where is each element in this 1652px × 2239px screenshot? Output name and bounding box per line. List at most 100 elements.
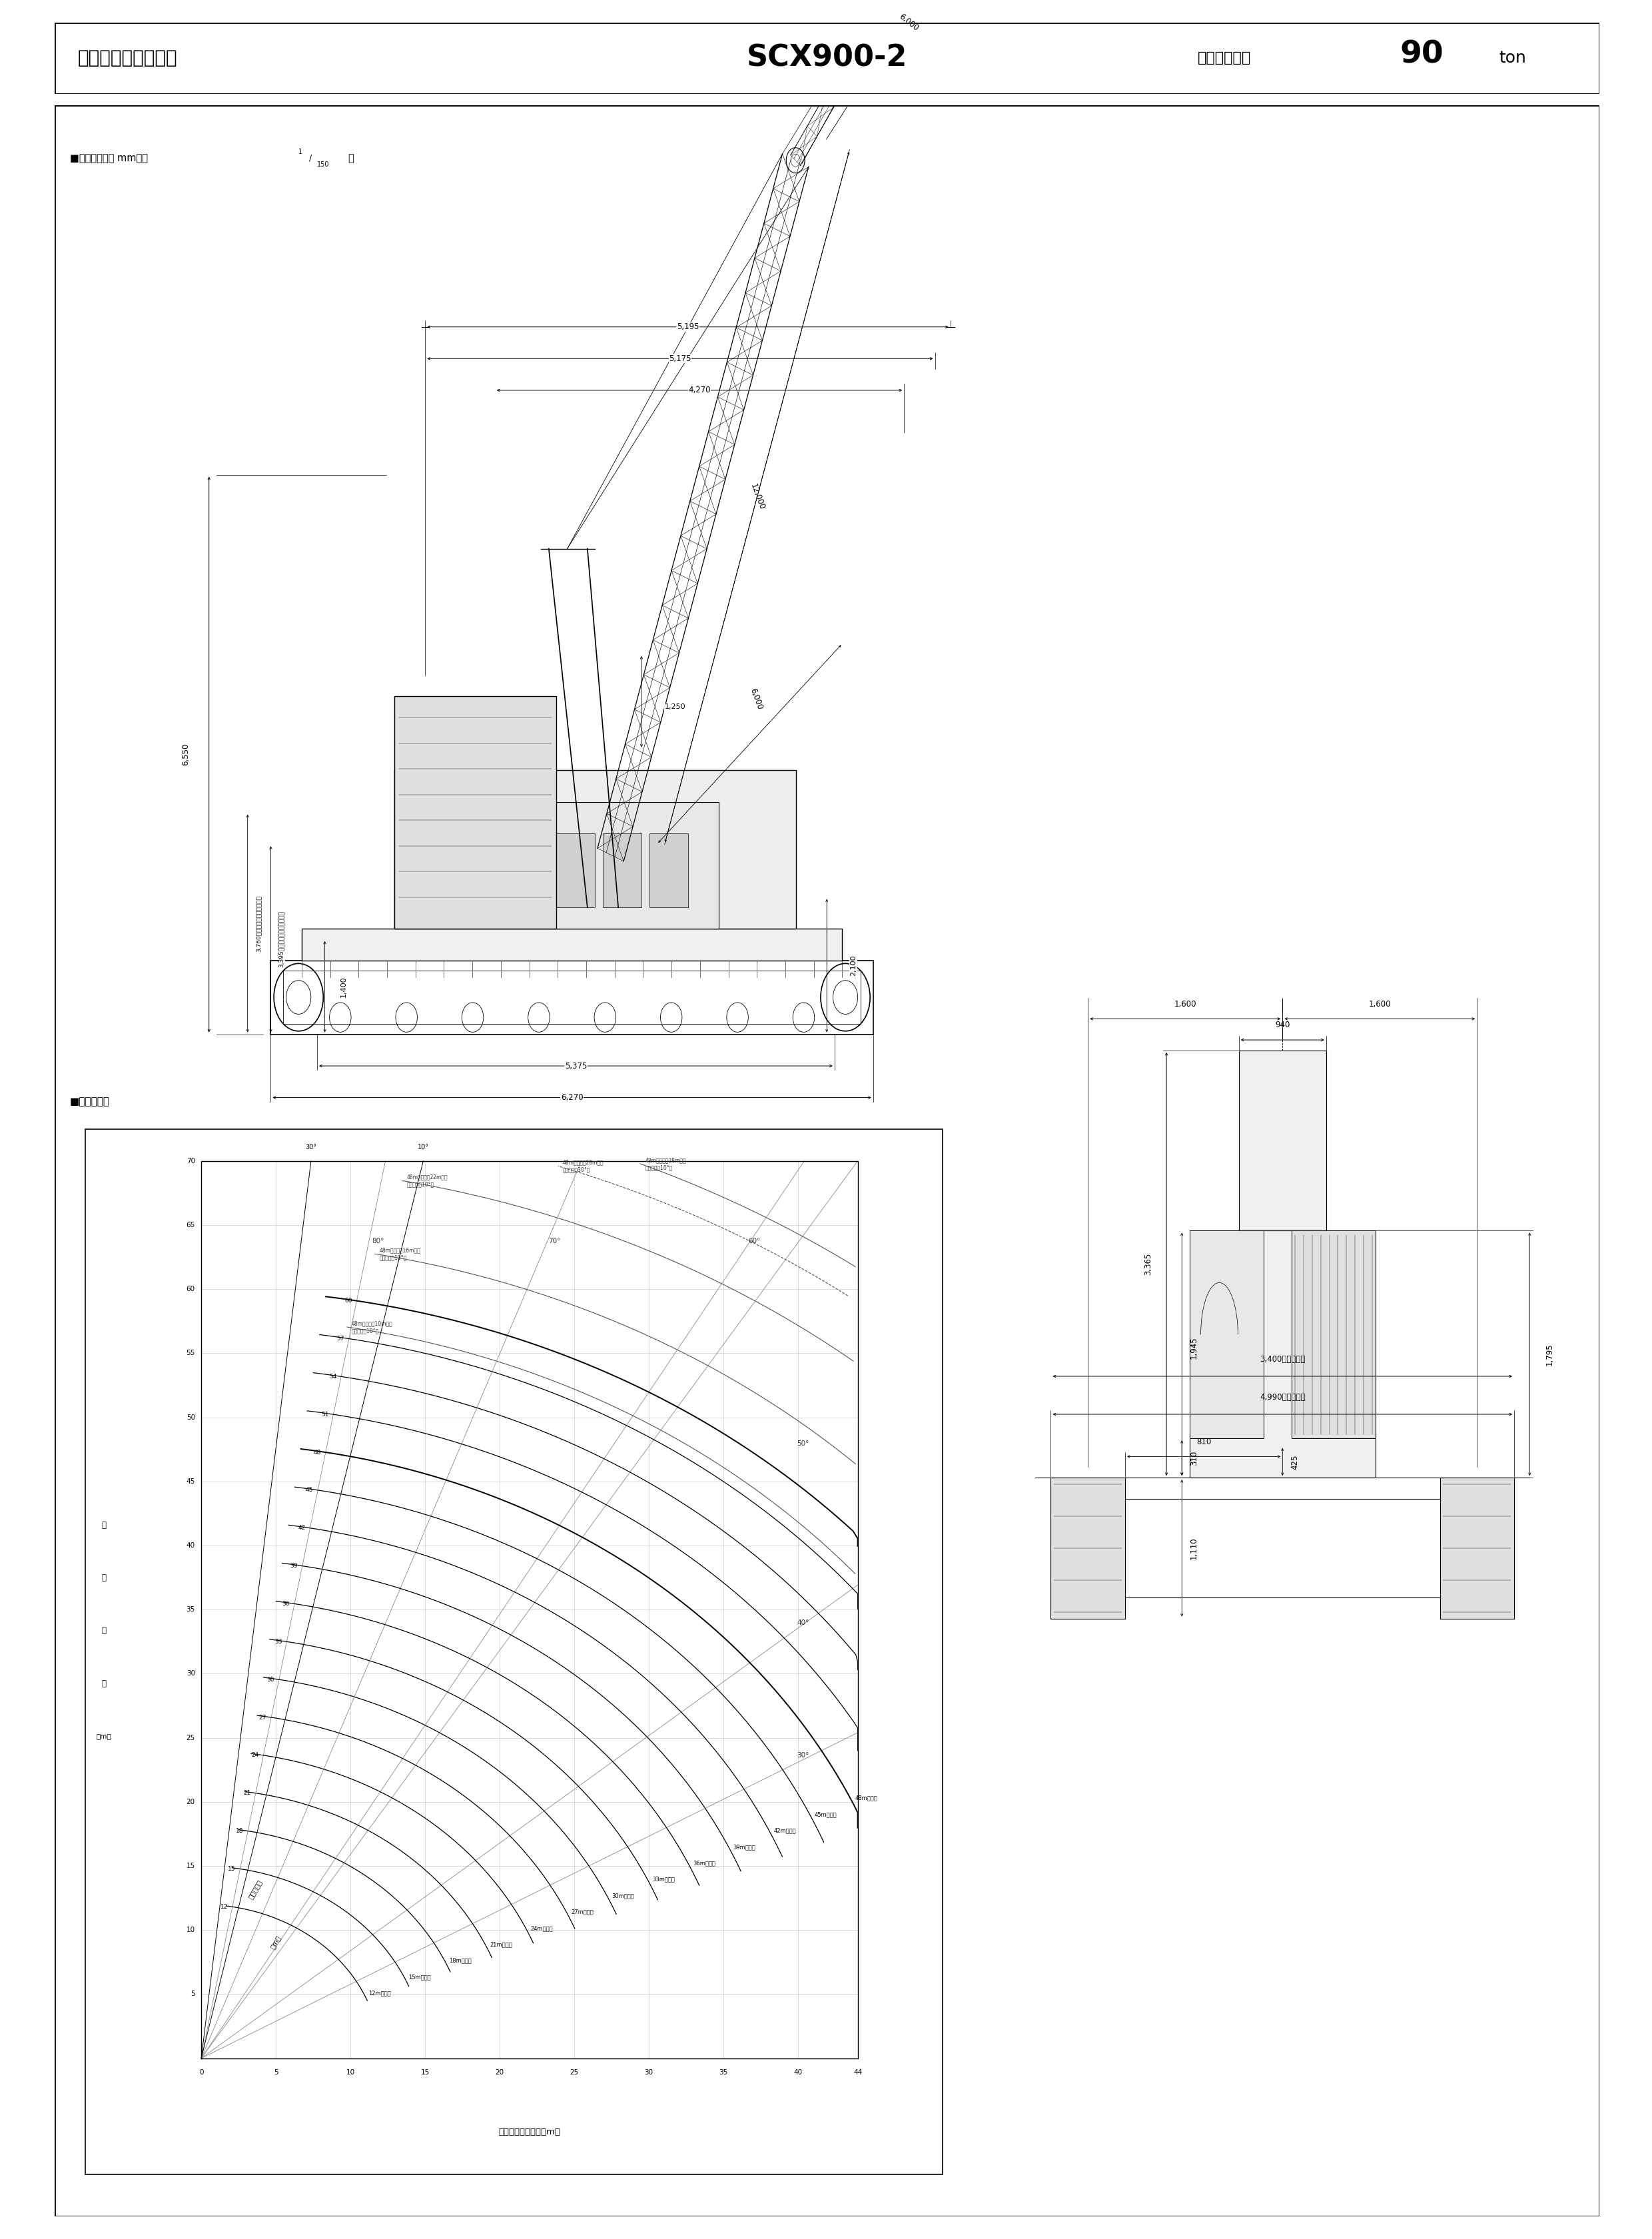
Bar <box>282 972 861 1023</box>
Text: 21: 21 <box>243 1791 251 1796</box>
Text: 1,110: 1,110 <box>1189 1536 1198 1558</box>
Text: 90: 90 <box>1399 40 1444 69</box>
Text: 10: 10 <box>187 1928 195 1934</box>
Text: 40: 40 <box>793 2069 803 2076</box>
Text: ■全体図（単位 mm）（: ■全体図（単位 mm）（ <box>69 152 149 163</box>
Text: 35: 35 <box>719 2069 729 2076</box>
Text: 1,945: 1,945 <box>1189 1337 1198 1359</box>
Text: 45: 45 <box>187 1478 195 1484</box>
Text: 30°: 30° <box>306 1144 317 1151</box>
Text: 1,600: 1,600 <box>1175 999 1196 1008</box>
Text: 25: 25 <box>570 2069 578 2076</box>
Text: 3,400（引込時）: 3,400（引込時） <box>1260 1355 1305 1364</box>
Text: 15: 15 <box>421 2069 430 2076</box>
Text: 55: 55 <box>187 1350 195 1357</box>
Text: 36mブーム: 36mブーム <box>692 1861 715 1867</box>
Text: 27mブーム: 27mブーム <box>572 1910 593 1914</box>
Bar <box>302 929 843 961</box>
Text: 1,795: 1,795 <box>1545 1343 1555 1366</box>
Text: 50: 50 <box>187 1415 195 1420</box>
Bar <box>86 1128 943 2174</box>
Text: 6,550: 6,550 <box>182 743 190 766</box>
Text: ブーム長さ: ブーム長さ <box>248 1879 263 1901</box>
Text: 作　業　半　径　（m）: 作 業 半 径 （m） <box>499 2127 560 2136</box>
Text: 50°: 50° <box>796 1440 809 1446</box>
Text: 39mブーム: 39mブーム <box>733 1845 755 1849</box>
Text: 30: 30 <box>187 1670 195 1677</box>
Bar <box>548 802 719 929</box>
Text: 6,000: 6,000 <box>897 13 920 34</box>
Text: 60: 60 <box>344 1299 352 1303</box>
Text: 24: 24 <box>251 1753 259 1758</box>
Text: 30°: 30° <box>796 1753 809 1760</box>
Text: 5: 5 <box>274 2069 278 2076</box>
Text: 40°: 40° <box>796 1619 809 1626</box>
Text: 425: 425 <box>1290 1455 1298 1469</box>
Text: 2,100: 2,100 <box>851 956 857 976</box>
Text: 54: 54 <box>329 1373 337 1379</box>
Bar <box>271 961 874 1034</box>
Text: 80°: 80° <box>372 1238 383 1245</box>
Text: 1: 1 <box>299 148 302 154</box>
Text: 最大吊上能力: 最大吊上能力 <box>1198 51 1251 65</box>
Text: 4,990（張出時）: 4,990（張出時） <box>1259 1393 1305 1402</box>
Text: 18mブーム: 18mブーム <box>449 1957 472 1964</box>
Text: 42: 42 <box>297 1525 306 1531</box>
Text: 1,250: 1,250 <box>664 703 686 710</box>
Text: （m）: （m） <box>269 1934 282 1950</box>
Text: 48mブーム＋16mジブ
（オフセッ10°）: 48mブーム＋16mジブ （オフセッ10°） <box>380 1247 421 1261</box>
Text: クローラークレーン: クローラークレーン <box>78 49 177 67</box>
Text: 150: 150 <box>317 161 329 168</box>
Text: 20: 20 <box>496 2069 504 2076</box>
Text: 上: 上 <box>102 1574 106 1583</box>
Text: 60°: 60° <box>748 1238 762 1245</box>
Text: 310: 310 <box>1189 1451 1198 1464</box>
Text: 940: 940 <box>1275 1021 1290 1030</box>
Bar <box>603 833 641 907</box>
Text: 33mブーム: 33mブーム <box>653 1876 674 1883</box>
Text: 15: 15 <box>228 1865 236 1872</box>
Text: 48mブーム＋28mジブ
（オフセッ10°）: 48mブーム＋28mジブ （オフセッ10°） <box>644 1158 686 1171</box>
Text: 5: 5 <box>190 1990 195 1997</box>
Text: 33: 33 <box>274 1639 282 1646</box>
Text: （m）: （m） <box>96 1733 111 1740</box>
Text: さ: さ <box>102 1679 106 1688</box>
Text: 5,175: 5,175 <box>669 354 691 363</box>
Text: 15: 15 <box>187 1863 195 1870</box>
Text: 36: 36 <box>282 1601 289 1608</box>
Text: 51: 51 <box>320 1411 329 1417</box>
Text: ton: ton <box>1498 49 1526 67</box>
Text: 0: 0 <box>200 2069 203 2076</box>
Text: 44: 44 <box>854 2069 862 2076</box>
Text: /: / <box>309 154 312 163</box>
Text: 48mブーム: 48mブーム <box>856 1796 877 1800</box>
Text: 27: 27 <box>259 1715 266 1720</box>
Text: 5,375: 5,375 <box>565 1061 586 1070</box>
Text: ■作業範囲図: ■作業範囲図 <box>69 1097 111 1106</box>
Text: 5,195: 5,195 <box>677 322 699 331</box>
Text: 6,270: 6,270 <box>560 1093 583 1102</box>
Bar <box>649 833 687 907</box>
Bar <box>557 833 595 907</box>
Text: 6,000: 6,000 <box>748 687 763 710</box>
Text: 12,000: 12,000 <box>748 484 767 510</box>
Text: 3,760（カウンタウェイト付）: 3,760（カウンタウェイト付） <box>256 896 261 952</box>
Text: 12mブーム: 12mブーム <box>368 1990 390 1997</box>
Text: 3,395（カウンタウェイト無）: 3,395（カウンタウェイト無） <box>279 911 284 967</box>
Text: 45mブーム: 45mブーム <box>814 1811 838 1818</box>
Text: 39: 39 <box>291 1563 297 1570</box>
Text: 70: 70 <box>187 1158 195 1164</box>
Text: 21mブーム: 21mブーム <box>491 1941 512 1948</box>
Text: 65: 65 <box>187 1222 195 1229</box>
Text: 10: 10 <box>345 2069 355 2076</box>
Text: 20: 20 <box>187 1798 195 1805</box>
Text: 18: 18 <box>236 1827 243 1834</box>
Text: 30: 30 <box>644 2069 653 2076</box>
Bar <box>1051 1478 1125 1619</box>
Text: 12: 12 <box>220 1903 228 1910</box>
Bar <box>1239 1050 1327 1231</box>
Text: SCX900-2: SCX900-2 <box>747 45 907 72</box>
Text: 60: 60 <box>187 1285 195 1292</box>
Text: 30: 30 <box>266 1677 274 1681</box>
Text: 4,270: 4,270 <box>689 385 710 394</box>
